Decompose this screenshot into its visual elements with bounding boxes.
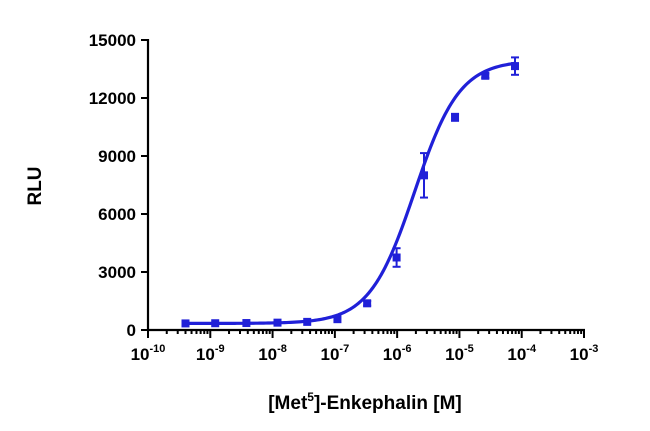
- data-point: [181, 319, 190, 328]
- fit-curve: [183, 61, 517, 326]
- x-axis-title-pre: [Met: [268, 393, 308, 414]
- y-tick-label: 3000: [98, 263, 136, 282]
- y-tick-label: 6000: [98, 205, 136, 224]
- x-tick-label: 10-6: [383, 343, 412, 364]
- x-tick-label: 10-8: [258, 343, 287, 364]
- x-axis-title-post: ]-Enkephalin [M]: [314, 393, 462, 414]
- y-tick-label: 0: [127, 321, 136, 340]
- y-tick-label: 9000: [98, 147, 136, 166]
- data-point: [451, 113, 460, 122]
- data-point: [510, 62, 519, 71]
- data-point: [481, 71, 490, 80]
- data-point: [333, 315, 342, 324]
- x-axis-title: [Met5]-Enkephalin [M]: [268, 390, 462, 414]
- data-point: [363, 299, 372, 308]
- y-tick-label: 12000: [89, 89, 136, 108]
- x-tick-label: 10-9: [196, 343, 225, 364]
- data-points-layer: [181, 56, 519, 328]
- x-tick-label: 10-5: [445, 343, 474, 364]
- data-point: [392, 253, 401, 262]
- fit-curve-layer: [183, 61, 517, 326]
- x-tick-label: 10-3: [570, 343, 599, 364]
- data-point: [211, 319, 220, 328]
- data-point: [420, 171, 429, 180]
- x-tick-label: 10-7: [321, 343, 350, 364]
- y-axis-title: RLU: [25, 166, 46, 205]
- data-point: [242, 319, 251, 328]
- x-tick-label: 10-4: [507, 343, 537, 364]
- x-axis-title-sup: 5: [307, 390, 314, 404]
- y-tick-label: 15000: [89, 31, 136, 50]
- data-point: [303, 317, 312, 326]
- data-point: [273, 318, 282, 327]
- axes: 0 3000 6000 9000 12000 15000 10-10 10-9 10-8 10-7…: [89, 31, 599, 364]
- x-tick-label: 10-10: [131, 343, 166, 364]
